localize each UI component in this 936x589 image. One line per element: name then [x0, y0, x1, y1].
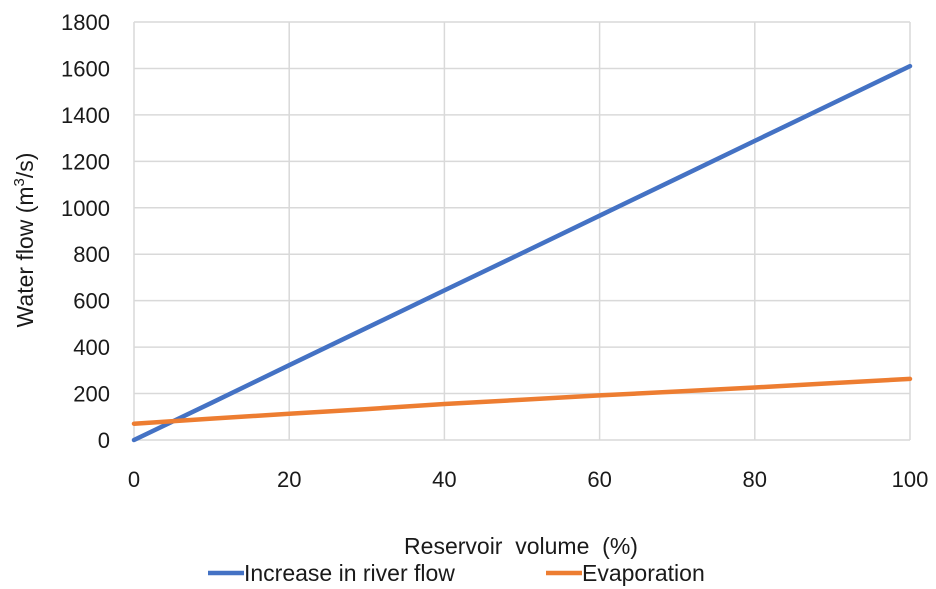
legend-label: Evaporation: [582, 560, 705, 586]
legend-label: Increase in river flow: [244, 560, 455, 586]
y-axis-title: Water flow (m3/s): [11, 153, 38, 328]
legend: Increase in river flow Evaporation: [208, 560, 705, 586]
y-tick-label: 0: [98, 428, 110, 453]
gridlines: [133, 21, 911, 441]
x-tick-label: 100: [892, 467, 929, 492]
x-tick-label: 40: [432, 467, 456, 492]
y-tick-label: 800: [73, 242, 110, 267]
x-tick-label: 60: [587, 467, 611, 492]
y-tick-label: 200: [73, 382, 110, 407]
y-tick-label: 600: [73, 289, 110, 314]
y-tick-label: 1400: [61, 103, 110, 128]
x-tick-label: 0: [128, 467, 140, 492]
y-tick-label: 1200: [61, 149, 110, 174]
series-line-1: [131, 63, 913, 443]
y-tick-label: 1000: [61, 196, 110, 221]
y-tick-label: 400: [73, 335, 110, 360]
x-axis-ticks: 0 20 40 60 80 100: [128, 467, 928, 492]
series-line-2: [131, 376, 913, 426]
y-axis-ticks: 0 200 400 600 800 1000 1200 1400 1600 1800: [61, 10, 110, 453]
x-tick-label: 80: [743, 467, 767, 492]
x-axis-title: Reservoir volume (%): [404, 533, 638, 559]
x-tick-label: 20: [277, 467, 301, 492]
y-tick-label: 1600: [61, 56, 110, 81]
series-lines: [131, 63, 913, 443]
y-tick-label: 1800: [61, 10, 110, 35]
